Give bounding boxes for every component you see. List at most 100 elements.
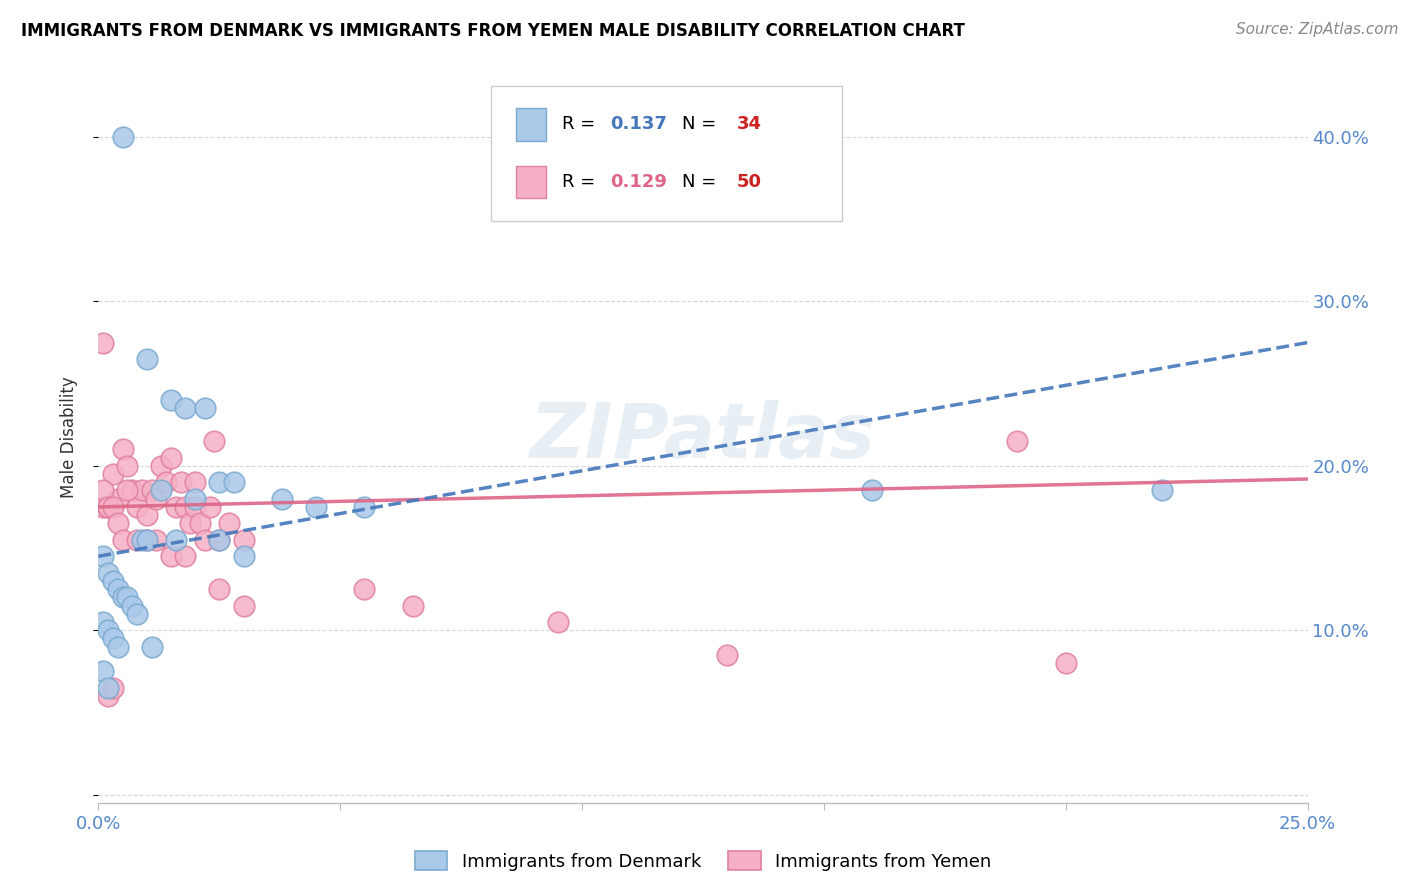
Point: [1007, 434, 1029, 449]
Text: 50: 50: [737, 173, 762, 191]
Point: [208, 533, 231, 547]
Point: [127, 533, 149, 547]
Point: [232, 599, 254, 613]
Point: [145, 533, 167, 547]
Legend: Immigrants from Denmark, Immigrants from Yemen: Immigrants from Denmark, Immigrants from…: [408, 844, 998, 878]
Point: [111, 533, 134, 547]
Point: [91, 483, 114, 498]
Point: [165, 533, 187, 547]
Text: 0.129: 0.129: [610, 173, 666, 191]
Text: N =: N =: [682, 115, 723, 134]
Point: [208, 533, 231, 547]
Point: [232, 549, 254, 564]
Point: [107, 491, 129, 506]
Point: [117, 591, 139, 605]
Point: [91, 500, 114, 514]
Point: [160, 450, 183, 465]
Point: [107, 516, 129, 531]
Point: [1152, 483, 1174, 498]
Point: [150, 483, 173, 498]
Point: [91, 665, 114, 679]
Point: [179, 516, 201, 531]
Point: [271, 491, 294, 506]
Point: [188, 516, 211, 531]
Point: [184, 475, 207, 490]
Point: [174, 500, 197, 514]
Point: [97, 689, 120, 703]
Point: [121, 483, 143, 498]
Text: 34: 34: [737, 115, 762, 134]
Point: [204, 434, 226, 449]
Point: [117, 483, 139, 498]
Point: [174, 401, 197, 416]
Point: [131, 483, 153, 498]
Point: [184, 500, 207, 514]
Point: [135, 351, 157, 366]
Point: [111, 130, 134, 145]
Point: [101, 681, 124, 695]
Text: ZIPatlas: ZIPatlas: [530, 401, 876, 474]
Point: [101, 574, 124, 588]
Point: [222, 475, 245, 490]
Point: [145, 491, 167, 506]
Point: [208, 475, 231, 490]
Point: [135, 533, 157, 547]
Point: [101, 632, 124, 646]
Point: [91, 549, 114, 564]
Point: [860, 483, 883, 498]
Point: [97, 500, 120, 514]
Point: [232, 533, 254, 547]
Point: [194, 401, 217, 416]
Point: [141, 483, 163, 498]
Point: [218, 516, 240, 531]
Point: [1054, 656, 1077, 670]
Point: [198, 500, 221, 514]
Point: [169, 475, 191, 490]
Point: [101, 500, 124, 514]
Text: R =: R =: [561, 115, 600, 134]
Point: [194, 533, 217, 547]
Point: [107, 582, 129, 596]
Point: [716, 648, 738, 662]
Point: [101, 467, 124, 481]
Point: [155, 475, 177, 490]
Point: [121, 599, 143, 613]
FancyBboxPatch shape: [492, 86, 842, 221]
Point: [111, 591, 134, 605]
Point: [141, 640, 163, 654]
Point: [127, 607, 149, 621]
Text: IMMIGRANTS FROM DENMARK VS IMMIGRANTS FROM YEMEN MALE DISABILITY CORRELATION CHA: IMMIGRANTS FROM DENMARK VS IMMIGRANTS FR…: [21, 22, 965, 40]
Point: [160, 393, 183, 408]
Point: [107, 640, 129, 654]
Point: [305, 500, 328, 514]
Point: [165, 500, 187, 514]
Text: 0.137: 0.137: [610, 115, 666, 134]
Point: [131, 533, 153, 547]
Point: [208, 582, 231, 596]
Y-axis label: Male Disability: Male Disability: [59, 376, 77, 498]
Point: [135, 533, 157, 547]
Point: [402, 599, 425, 613]
Point: [547, 615, 569, 629]
Point: [91, 615, 114, 629]
Point: [135, 508, 157, 523]
Point: [97, 566, 120, 580]
FancyBboxPatch shape: [516, 108, 546, 141]
Point: [174, 549, 197, 564]
Text: R =: R =: [561, 173, 600, 191]
Point: [150, 458, 173, 473]
Point: [97, 681, 120, 695]
Point: [117, 458, 139, 473]
Point: [184, 491, 207, 506]
Point: [353, 500, 375, 514]
FancyBboxPatch shape: [516, 166, 546, 198]
Text: N =: N =: [682, 173, 723, 191]
Text: Source: ZipAtlas.com: Source: ZipAtlas.com: [1236, 22, 1399, 37]
Point: [127, 500, 149, 514]
Point: [111, 442, 134, 457]
Point: [97, 500, 120, 514]
Point: [91, 335, 114, 350]
Point: [353, 582, 375, 596]
Point: [97, 624, 120, 638]
Point: [160, 549, 183, 564]
